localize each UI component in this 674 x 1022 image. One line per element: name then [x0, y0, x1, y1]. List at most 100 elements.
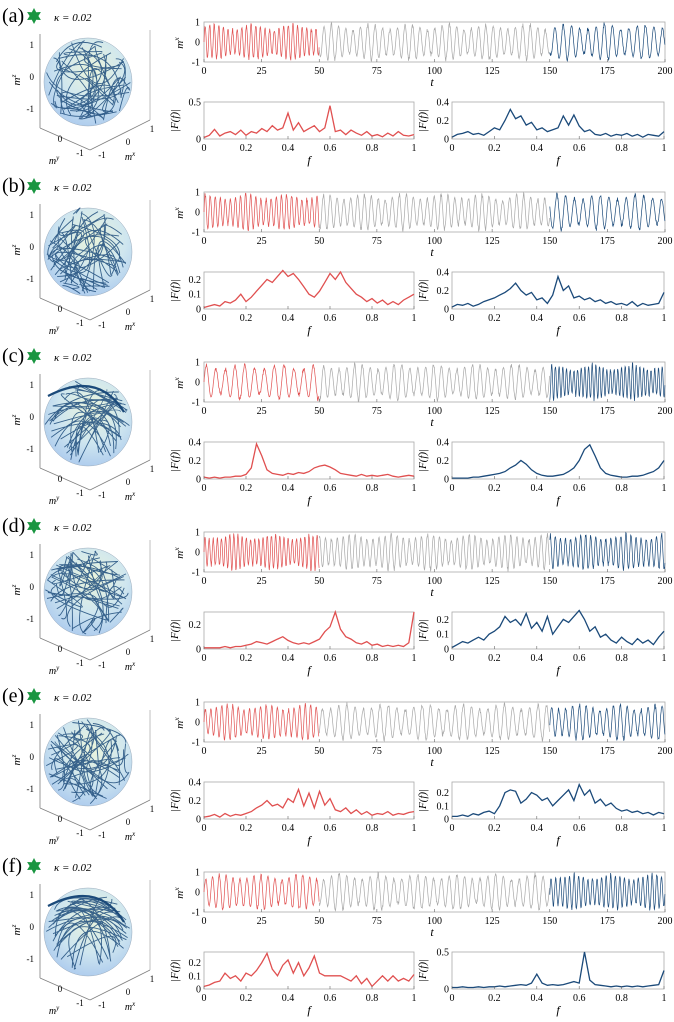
x-axis-label: mx [125, 660, 136, 673]
z-tick-label: 0 [30, 752, 35, 762]
z-tick-label: 1 [30, 720, 35, 730]
spectrum-left-xtick-label: 0 [202, 483, 207, 494]
x-axis-label-text: mx [125, 830, 136, 843]
y-axis-label-text: my [49, 154, 60, 167]
timeseries-xtick-label: 75 [372, 576, 382, 587]
x-axis-label: mx [125, 1000, 136, 1013]
timeseries-xtick-label: 25 [257, 66, 267, 77]
spectrum-left-xtick-label: 0.4 [282, 313, 295, 324]
spectrum-right-frame [451, 441, 665, 480]
x-tick-label: -1 [98, 320, 106, 330]
timeseries-early-line [203, 22, 320, 61]
spectrum-right-xlabel: f [556, 663, 561, 677]
spectrum-right-frame [451, 271, 665, 310]
y-axis-label: my [49, 664, 60, 677]
timeseries-xtick-label: 75 [372, 66, 382, 77]
timeseries-xlabel: t [430, 415, 434, 429]
spectrum-right-xtick-label: 0.4 [531, 143, 544, 154]
spectrum-left-frame [203, 441, 415, 480]
x-tick-label: 0 [126, 477, 131, 487]
spectrum-left-ylabel: |F(f)| [169, 109, 181, 132]
axis-x-line [89, 289, 151, 321]
spectrum-right-xtick-label: 1 [662, 653, 667, 664]
spectrum-right-ytick-label: 0 [444, 135, 449, 146]
timeseries-xtick-label: 0 [202, 746, 207, 757]
timeseries-xtick-label: 175 [600, 576, 615, 587]
spectrum-left-xtick-label: 0.6 [324, 823, 337, 834]
timeseries-xtick-label: 100 [427, 916, 442, 927]
spectrum-right-xlabel: f [556, 1003, 561, 1017]
spectrum-right-xtick-label: 1 [662, 483, 667, 494]
z-axis-label: mz [9, 925, 24, 936]
timeseries-ytick-label: 0 [195, 548, 200, 559]
timeseries-ytick-label: -1 [192, 738, 200, 749]
timeseries-ytick-label: 1 [195, 358, 200, 369]
timeseries-ytick-label: 0 [195, 208, 200, 219]
spectrum-right-ytick-label: 0 [444, 475, 449, 486]
spectrum-left-ytick-label: 0.2 [189, 275, 202, 286]
timeseries-xtick-label: 125 [485, 236, 500, 247]
spectrum-left-xlabel: f [307, 1003, 312, 1017]
kappa-star-icon [27, 688, 41, 704]
timeseries-ytick-label: 0 [195, 888, 200, 899]
timeseries-xtick-label: 175 [600, 236, 615, 247]
timeseries-xtick-label: 200 [658, 576, 673, 587]
spectrum-left-xtick-label: 0.8 [366, 483, 379, 494]
axis-x-line [89, 629, 151, 661]
spectrum-right-ytick-label: 0.4 [437, 98, 450, 109]
timeseries-ylabel: mx [172, 207, 187, 219]
spectrum-right-ylabel: |F(f)| [417, 449, 429, 472]
sphere-trajectory [46, 207, 127, 294]
sphere-trajectory [45, 550, 129, 635]
timeseries-xtick-label: 150 [542, 576, 557, 587]
x-tick-label: 1 [150, 804, 155, 814]
kappa-star-icon [27, 518, 41, 534]
z-tick-label: 0 [30, 922, 35, 932]
axis-x-line [89, 459, 151, 491]
spectrum-right-frame [451, 101, 665, 140]
spectrum-right-xtick-label: 0.6 [573, 993, 586, 1004]
x-tick-label: 0 [126, 987, 131, 997]
axis-y-line [39, 977, 91, 1001]
y-tick-label: 0 [58, 984, 63, 994]
timeseries-xtick-label: 75 [372, 236, 382, 247]
x-axis-label-text: mx [125, 150, 136, 163]
z-tick-label: -1 [27, 954, 35, 964]
spectrum-left-ytick-label: 0.1 [189, 971, 202, 982]
spectrum-right-xtick-label: 0 [450, 483, 455, 494]
timeseries-xtick-label: 175 [600, 66, 615, 77]
spectrum-right-ylabel: |F(f)| [417, 279, 429, 302]
spectrum-left-xtick-label: 0 [202, 823, 207, 834]
timeseries-xtick-label: 50 [314, 576, 324, 587]
spectrum-left-xtick-label: 0 [202, 313, 207, 324]
timeseries-xtick-label: 0 [202, 916, 207, 927]
spectrum-left-xtick-label: 0 [202, 653, 207, 664]
timeseries-xtick-label: 200 [658, 406, 673, 417]
spectrum-left-ytick-label: 0 [196, 135, 201, 146]
timeseries-ylabel: mx [172, 547, 187, 559]
spectrum-left-xtick-label: 0.8 [366, 823, 379, 834]
panel-label: (c) [2, 345, 24, 367]
timeseries-xtick-label: 25 [257, 746, 267, 757]
spectrum-right-ylabel: |F(f)| [417, 959, 429, 982]
x-tick-label: 1 [150, 294, 155, 304]
x-tick-label: -1 [98, 830, 106, 840]
spectrum-right-line [451, 274, 665, 308]
timeseries-xtick-label: 175 [600, 746, 615, 757]
spectrum-left-xlabel: f [307, 833, 312, 847]
spectrum-left-xtick-label: 0.8 [366, 313, 379, 324]
x-axis-label-text: mx [125, 660, 136, 673]
spectrum-right-ytick-label: 0.1 [437, 801, 450, 812]
z-axis-label-text: mz [9, 75, 24, 86]
x-tick-label: 1 [150, 634, 155, 644]
spectrum-left-xtick-label: 0.4 [282, 823, 295, 834]
spectrum-right-xlabel: f [556, 833, 561, 847]
y-axis-label: my [49, 1004, 60, 1017]
spectrum-right-xtick-label: 0 [450, 993, 455, 1004]
spectrum-left-xtick-label: 0.4 [282, 993, 295, 1004]
spectrum-right-xtick-label: 0.6 [573, 483, 586, 494]
